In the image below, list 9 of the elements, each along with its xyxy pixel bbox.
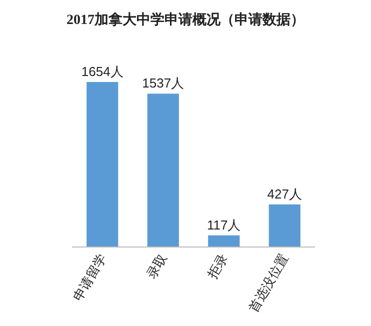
data-label: 1654人	[81, 64, 124, 79]
data-label: 117人	[207, 217, 241, 232]
chart-title: 2017加拿大中学申请概况（申请数据）	[66, 12, 304, 28]
x-tick-label: 申请留学	[70, 251, 109, 304]
data-label: 1537人	[142, 76, 184, 91]
x-tick-label: 录取	[144, 251, 170, 282]
data-label: 427人	[267, 186, 302, 202]
x-tick-label: 首选没位置	[246, 251, 292, 315]
x-tick-label: 拒录	[204, 251, 230, 282]
